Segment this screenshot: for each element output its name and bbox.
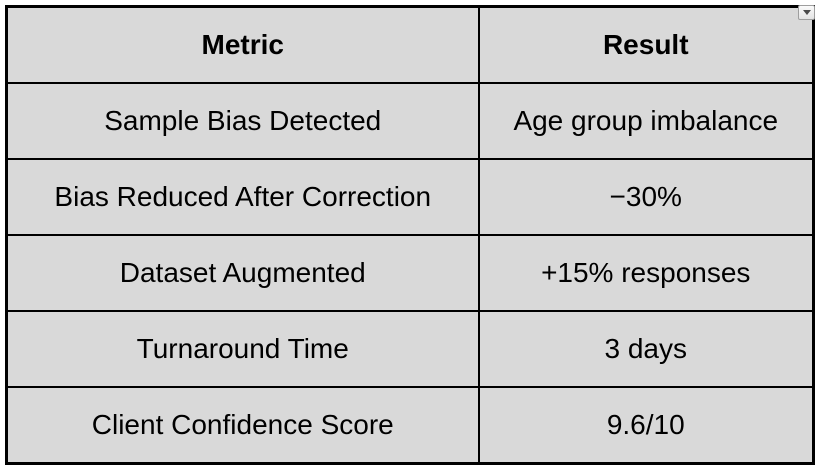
caret-down-icon — [802, 10, 811, 15]
metrics-table: Metric Result Sample Bias Detected Age g… — [5, 5, 815, 465]
metric-cell[interactable]: Bias Reduced After Correction — [5, 158, 480, 236]
metric-cell[interactable]: Dataset Augmented — [5, 234, 480, 312]
table-header-row: Metric Result — [5, 5, 815, 84]
table-row: Sample Bias Detected Age group imbalance — [5, 82, 815, 160]
table-row: Bias Reduced After Correction −30% — [5, 158, 815, 236]
result-cell[interactable]: Age group imbalance — [477, 82, 815, 160]
result-cell[interactable]: 9.6/10 — [477, 386, 815, 465]
metric-cell[interactable]: Sample Bias Detected — [5, 82, 480, 160]
table-row: Client Confidence Score 9.6/10 — [5, 386, 815, 465]
column-header-result[interactable]: Result — [477, 5, 815, 84]
column-header-metric[interactable]: Metric — [5, 5, 480, 84]
result-cell[interactable]: −30% — [477, 158, 815, 236]
metric-cell[interactable]: Turnaround Time — [5, 310, 480, 388]
table-row: Turnaround Time 3 days — [5, 310, 815, 388]
table-dropdown-button[interactable] — [798, 5, 815, 20]
table-row: Dataset Augmented +15% responses — [5, 234, 815, 312]
metric-cell[interactable]: Client Confidence Score — [5, 386, 480, 465]
result-cell[interactable]: +15% responses — [477, 234, 815, 312]
result-cell[interactable]: 3 days — [477, 310, 815, 388]
